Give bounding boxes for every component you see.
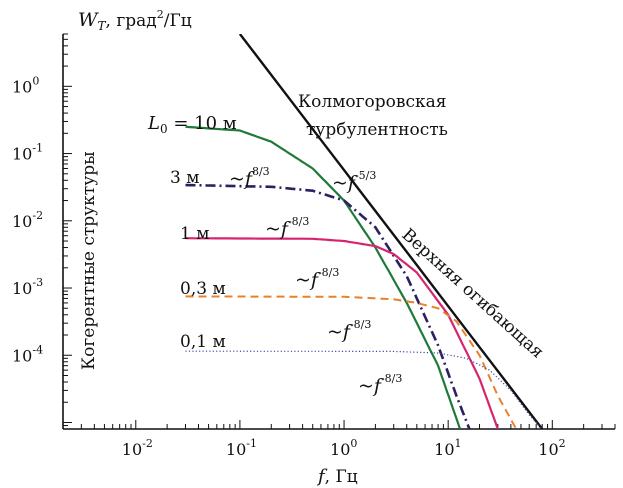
- coherent-structures-label: Когерентные структуры: [79, 151, 99, 370]
- kolmogorov-label-line2: турбулентность: [306, 120, 448, 140]
- x-ticks: 10-2 10-1 100 101 102: [62, 420, 616, 459]
- label-L0-10m: L0 = 10 м: [147, 113, 237, 136]
- slope-label-1m: ~f-8/3: [265, 215, 309, 240]
- y-ticks: 100 10-1 10-2 10-3 10-4: [12, 33, 72, 430]
- label-3m: 3 м: [170, 168, 199, 188]
- spectrum-line-3: [185, 237, 499, 429]
- x-tick-label: 102: [538, 437, 565, 459]
- label-0-1m: 0,1 м: [180, 332, 226, 352]
- series-group: [185, 34, 544, 429]
- kolmogorov-label-line1: Колмогоровская: [298, 92, 446, 112]
- spectrum-line-4: [185, 295, 518, 429]
- x-tick-label: 10-1: [226, 437, 257, 459]
- x-tick-label: 101: [434, 437, 461, 459]
- upper-envelope-label: Верхняя огибающая: [398, 225, 548, 363]
- spectrum-line-2: [185, 183, 471, 429]
- y-tick-label: 10-2: [12, 209, 43, 231]
- y-tick-label: 100: [12, 74, 39, 96]
- y-tick-label: 10-1: [12, 142, 43, 164]
- slope-label-3m: ~f8/3: [229, 165, 270, 190]
- label-1m: 1 м: [180, 224, 209, 244]
- y-tick-label: 10-3: [12, 276, 43, 298]
- slope-label-0-1m: ~f-8/3: [327, 318, 371, 343]
- y-tick-label: 10-4: [12, 343, 43, 365]
- x-axis-label: f, Гц: [316, 466, 358, 487]
- label-0-3m: 0,3 м: [180, 279, 226, 299]
- y-axis-label: WT, град2/Гц: [78, 8, 192, 33]
- x-tick-label: 100: [330, 437, 357, 459]
- slope-label-0-3m: ~f-8/3: [295, 266, 339, 291]
- kolmogorov-envelope-line: [238, 34, 544, 429]
- x-tick-label: 10-2: [122, 437, 153, 459]
- slope-label-low: ~f-8/3: [358, 372, 402, 397]
- kolmogorov-slope-label: ~f-5/3: [332, 169, 376, 194]
